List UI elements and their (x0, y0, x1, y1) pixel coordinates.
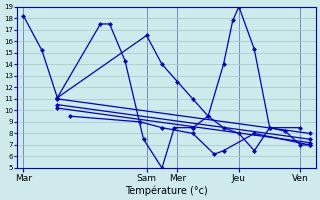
X-axis label: Température (°c): Température (°c) (125, 185, 208, 196)
